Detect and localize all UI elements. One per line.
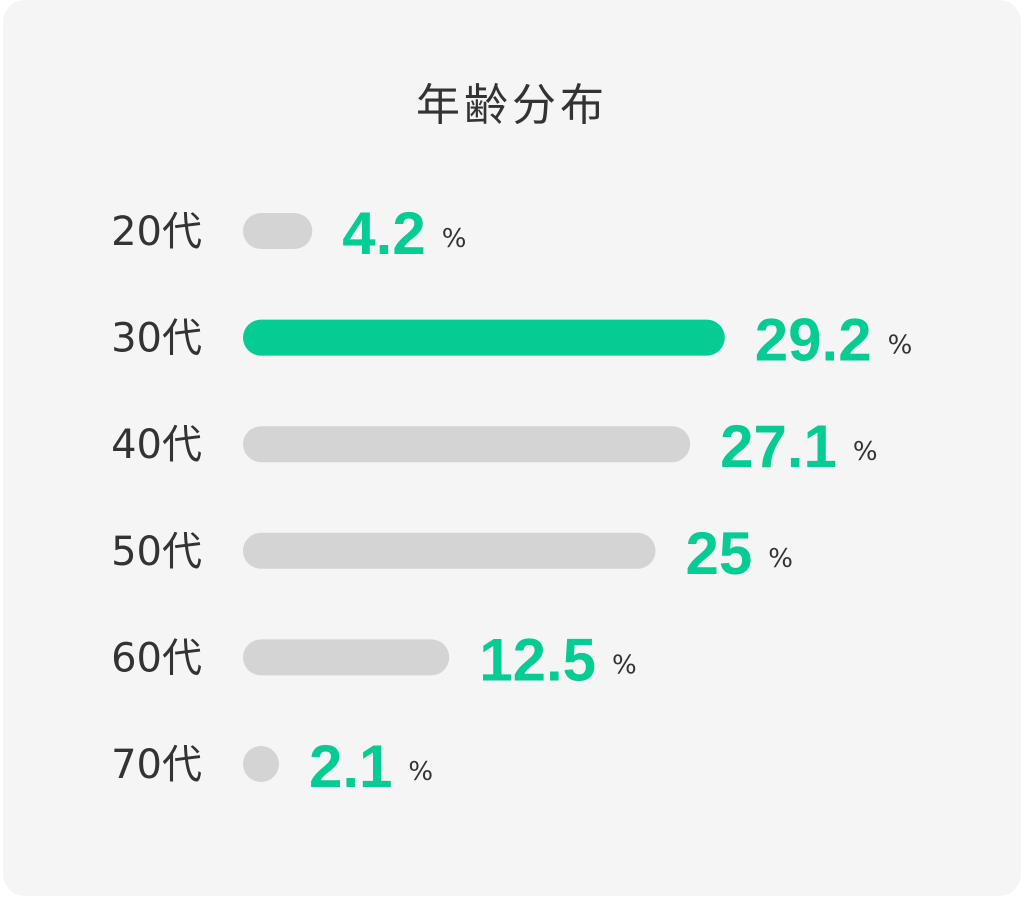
category-label: 20代 [111, 209, 202, 255]
unit-label: % [612, 650, 637, 680]
category-label: 70代 [111, 742, 202, 788]
value-label: 12.5 [479, 626, 596, 693]
unit-label: % [768, 544, 793, 574]
bar [243, 746, 279, 782]
category-label: 50代 [111, 529, 202, 575]
category-label: 40代 [111, 422, 202, 468]
unit-label: % [888, 331, 913, 361]
bar [243, 639, 450, 676]
chart-title: 年齢分布 [416, 80, 608, 131]
value-label: 27.1 [720, 413, 837, 480]
value-label: 25 [686, 520, 753, 587]
bar [243, 213, 313, 249]
bar-highlight [243, 319, 725, 356]
value-label: 4.2 [342, 200, 425, 267]
unit-label: % [442, 224, 467, 254]
value-label: 2.1 [309, 733, 392, 800]
bar [243, 426, 691, 463]
unit-label: % [408, 757, 433, 787]
category-label: 30代 [111, 316, 202, 362]
bar [243, 532, 656, 569]
value-label: 29.2 [755, 307, 872, 374]
category-label: 60代 [111, 635, 202, 681]
unit-label: % [853, 437, 878, 467]
